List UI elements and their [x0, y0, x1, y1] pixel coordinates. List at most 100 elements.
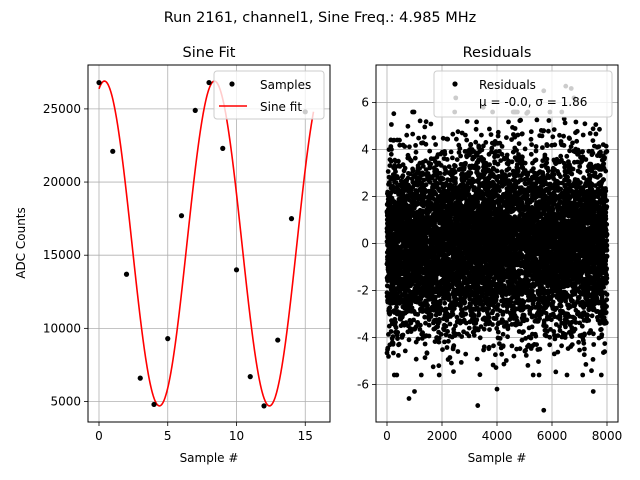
residual-point — [594, 174, 600, 180]
residual-point — [525, 344, 530, 349]
residual-point — [557, 132, 562, 138]
residual-point — [590, 126, 596, 132]
residual-point — [445, 357, 451, 362]
residual-point — [590, 138, 596, 144]
sine-fit-legend: Samples Sine fit — [213, 70, 325, 120]
residual-point — [586, 172, 592, 178]
residual-point — [516, 141, 522, 147]
residual-point — [573, 119, 579, 125]
residual-point — [519, 337, 525, 343]
residual-point — [402, 144, 408, 149]
residual-point — [532, 342, 537, 347]
residual-point — [444, 345, 450, 350]
residual-point — [558, 153, 564, 159]
residual-point — [478, 324, 484, 329]
residual-point — [488, 132, 494, 138]
residual-point — [481, 326, 487, 332]
residual-point — [399, 174, 405, 180]
residual-point — [392, 163, 397, 168]
residual-point — [420, 330, 425, 336]
residuals-ytick-label: -4 — [357, 330, 369, 344]
residual-point — [564, 153, 570, 159]
residual-point — [421, 134, 427, 140]
residual-point — [400, 304, 406, 310]
residual-point — [587, 131, 593, 136]
sine-fit-ytick-label: 10000 — [43, 321, 81, 335]
residual-point — [446, 164, 452, 170]
residual-point — [487, 327, 492, 332]
residual-point — [471, 332, 477, 338]
sine-fit-plot-area — [96, 79, 315, 409]
residual-point — [466, 333, 472, 339]
sine-fit-xtick-label: 5 — [164, 429, 172, 443]
residual-point — [499, 320, 505, 325]
residual-point — [451, 327, 457, 332]
residual-point — [433, 142, 438, 147]
residual-point — [546, 118, 552, 123]
residual-point — [422, 355, 428, 361]
residual-point — [455, 349, 461, 354]
residual-point — [469, 289, 474, 294]
residual-point — [529, 142, 534, 148]
residual-point — [394, 372, 400, 378]
residual-point — [410, 166, 415, 172]
residual-point — [550, 134, 556, 140]
residual-point — [487, 126, 492, 132]
figure-suptitle: Run 2161, channel1, Sine Freq.: 4.985 MH… — [164, 10, 477, 26]
residual-point — [517, 213, 522, 219]
residuals-ytick-label: -2 — [357, 283, 369, 297]
residual-point — [453, 323, 458, 329]
residual-point — [522, 146, 528, 152]
residual-point — [405, 123, 411, 129]
residual-point — [471, 297, 477, 303]
sine-fit-axes-frame — [87, 64, 331, 423]
residual-point — [431, 135, 437, 141]
residuals-ytick-label: 0 — [361, 237, 369, 251]
residuals-ytick-label: 2 — [361, 190, 369, 204]
residual-point — [395, 286, 400, 292]
residual-point — [552, 336, 558, 342]
residual-point — [570, 140, 575, 146]
residual-point — [426, 317, 432, 322]
sine-fit-ytick-label: 5000 — [50, 395, 81, 409]
residual-point — [387, 180, 392, 186]
residual-point — [504, 167, 510, 173]
sample-point — [165, 336, 171, 342]
residual-point — [598, 372, 604, 378]
sample-point — [220, 145, 226, 151]
sine-fit-xtick-label: 15 — [298, 429, 313, 443]
residuals-plot-area — [384, 83, 610, 413]
residual-point — [503, 358, 509, 363]
residual-point — [573, 320, 579, 325]
residual-point — [405, 175, 411, 181]
residual-point — [422, 124, 428, 130]
residual-point — [544, 156, 550, 162]
legend-sine-fit-label: Sine fit — [260, 100, 302, 114]
sine-fit-xtick-label: 10 — [229, 429, 244, 443]
sample-point — [288, 216, 295, 222]
residual-point — [544, 314, 550, 320]
residual-point — [520, 194, 525, 200]
residual-point — [427, 164, 433, 170]
residual-point — [442, 339, 447, 345]
residuals-xtick-label: 0 — [383, 429, 391, 443]
residual-point — [436, 339, 442, 345]
residual-point — [593, 122, 599, 127]
residual-point — [579, 323, 585, 329]
sample-point — [137, 375, 143, 381]
residual-point — [494, 326, 500, 331]
residual-point — [458, 153, 463, 159]
residual-point — [512, 178, 518, 183]
residual-point — [543, 310, 549, 316]
residual-point — [450, 344, 456, 350]
residual-point — [461, 329, 466, 335]
residual-point — [476, 176, 482, 182]
residual-point — [569, 334, 575, 339]
residual-point — [474, 119, 479, 125]
sine-fit-curve — [98, 80, 315, 407]
sample-point — [261, 403, 267, 409]
residual-point — [451, 369, 456, 374]
residual-point — [580, 372, 586, 378]
residual-point — [389, 336, 395, 341]
